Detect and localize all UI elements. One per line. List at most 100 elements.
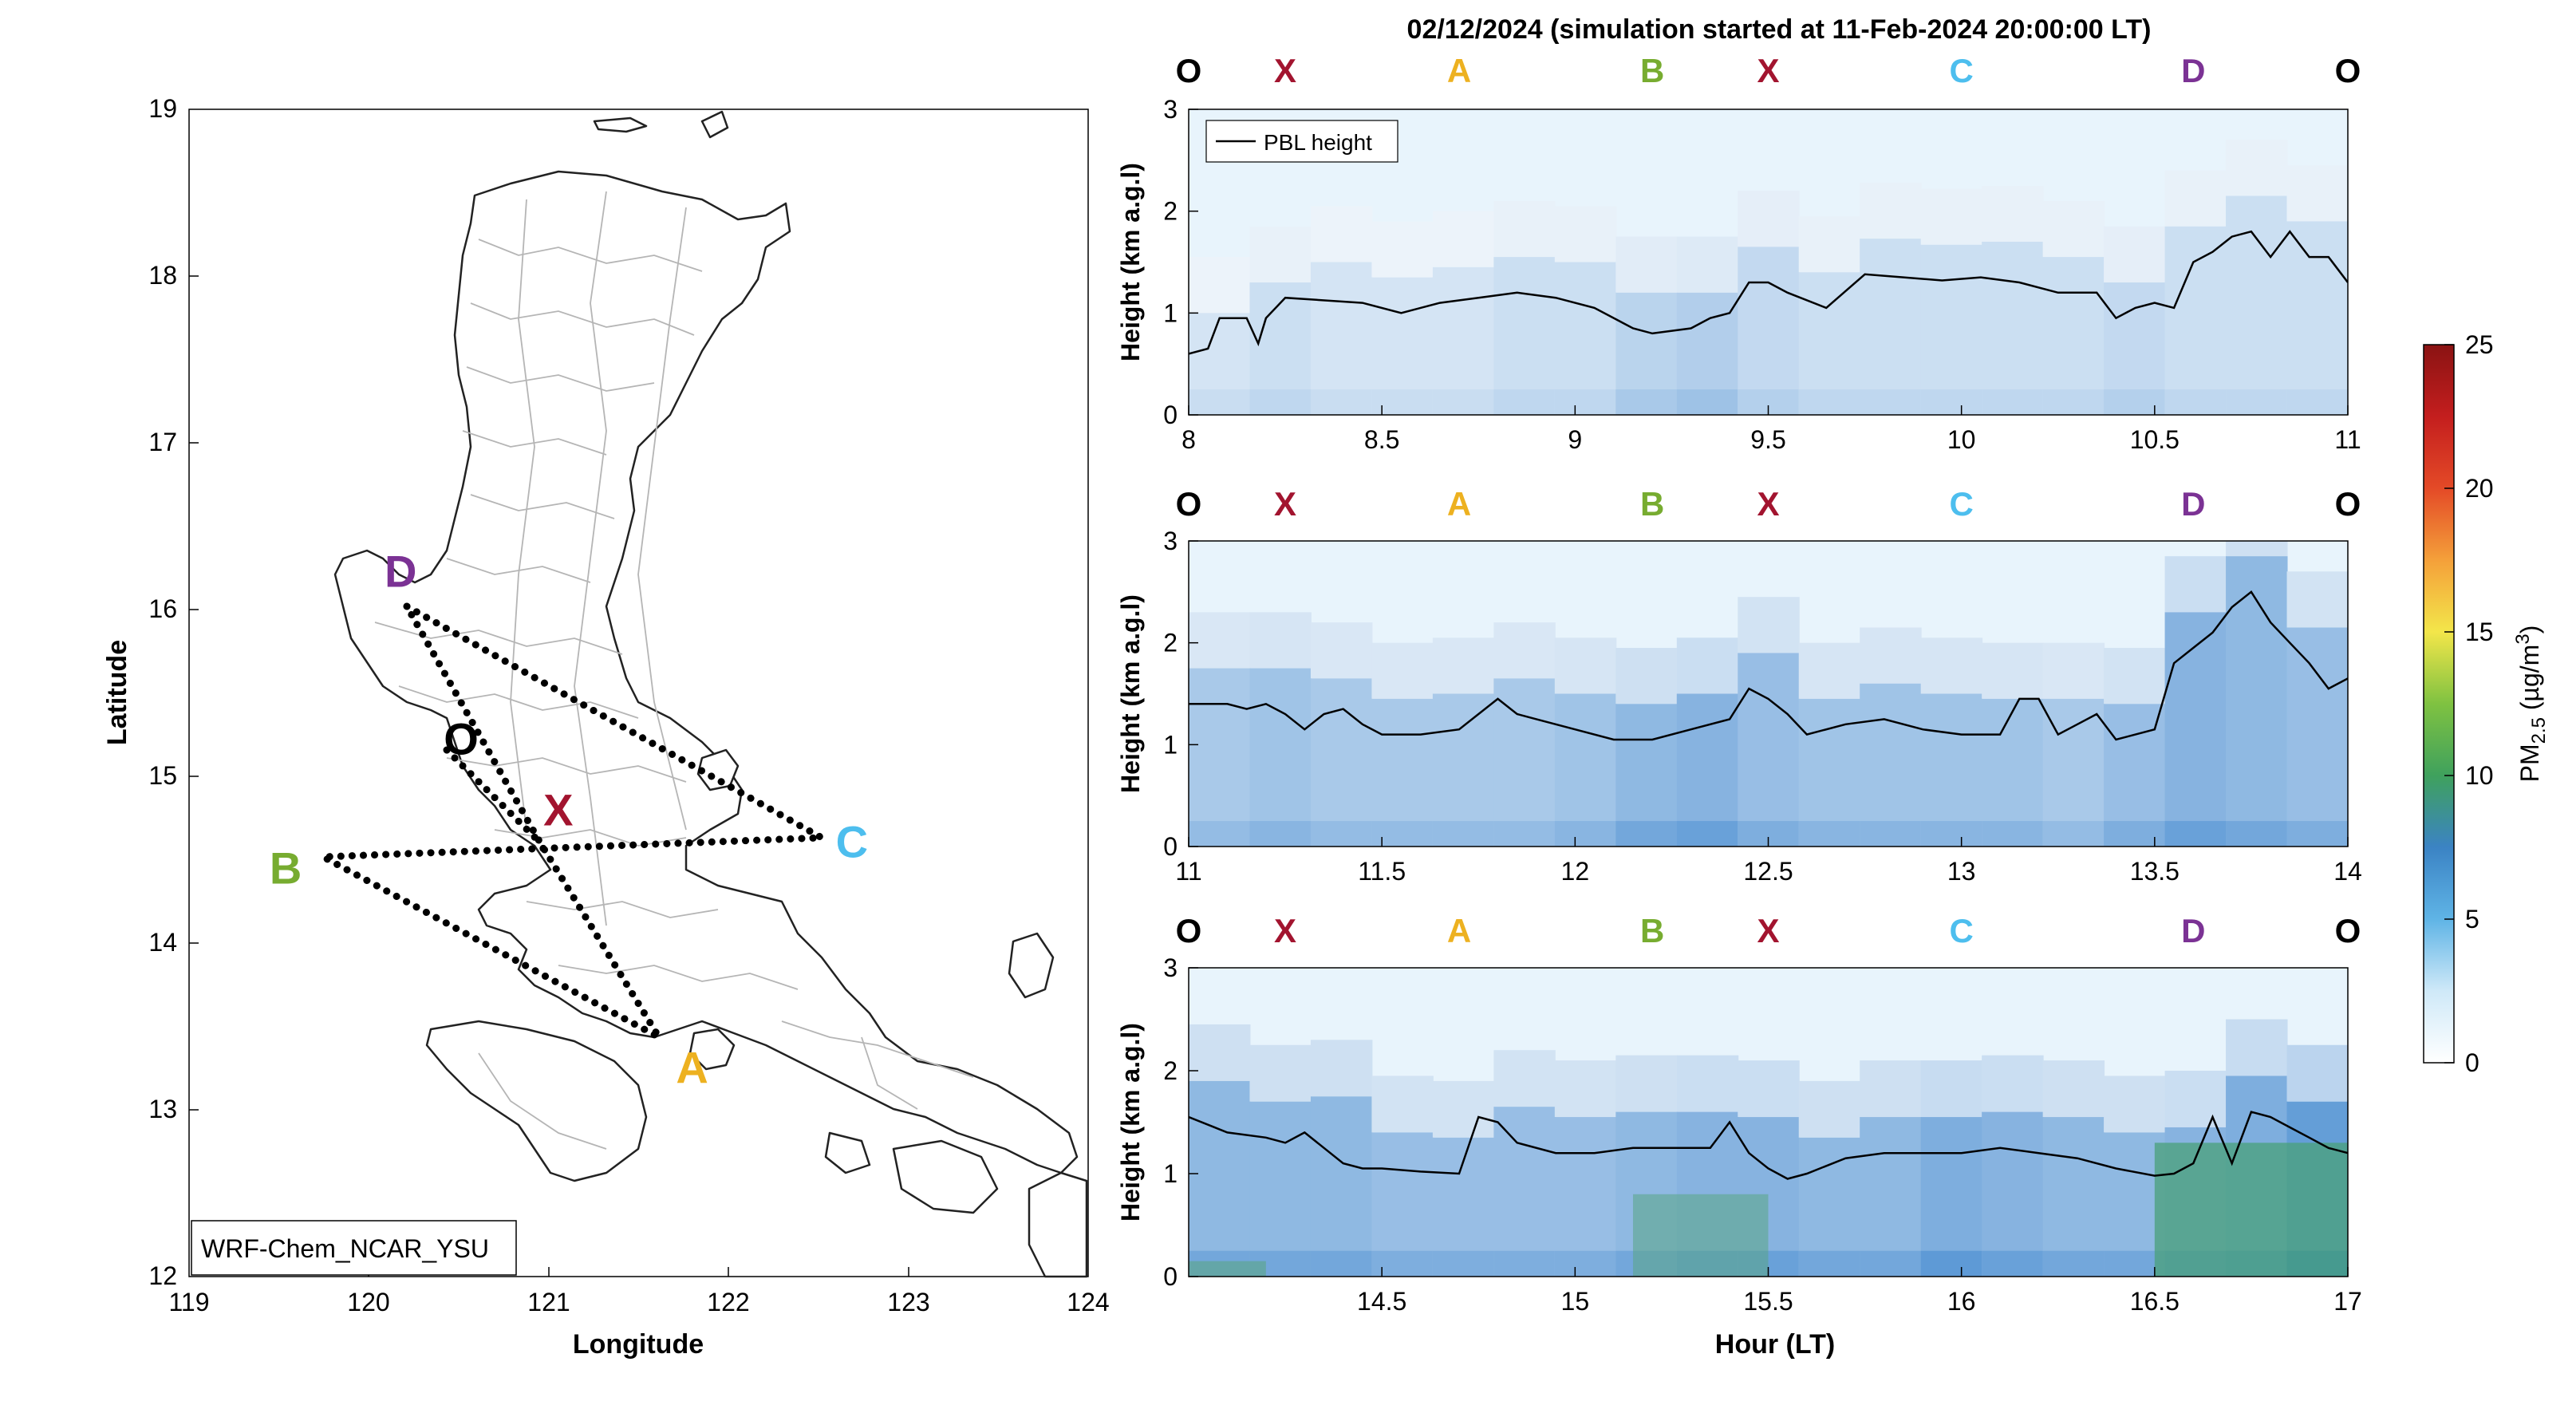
x-tick-label: 10.5 <box>2130 425 2180 454</box>
x-tick-label: 11 <box>2334 425 2361 454</box>
x-tick-label: 16 <box>1947 1287 1976 1316</box>
y-tick-label: 2 <box>1163 197 1178 226</box>
colorbar: 0 5 10 15 20 25 PM2.5 (µg/m3) <box>2423 330 2550 1077</box>
pm-cell-surface <box>1432 389 1495 415</box>
map-x-tick: 120 <box>347 1288 389 1316</box>
pm-cell-upper <box>1920 188 1983 245</box>
colorbar-ticks: 0 5 10 15 20 25 <box>2444 330 2494 1077</box>
route-label-o: O <box>1176 485 1202 523</box>
pm-cell-mixed-layer <box>1738 653 1800 847</box>
pm-cell-upper <box>1860 627 1922 684</box>
heatmap-panel-1: 8 8.5 9 9.5 10 10.5 11 0 1 2 3 Height (km a.g.l) O X A… <box>1116 52 2361 454</box>
pm-cell-upper <box>2104 1076 2166 1133</box>
pm-cell-mixed-layer <box>1310 678 1373 847</box>
route-label-o: O <box>2335 912 2361 949</box>
pm-cell-upper <box>1371 221 1434 278</box>
pm-cell-mixed-layer <box>1189 1080 1251 1277</box>
map-y-ticks: 12 13 14 15 16 17 18 19 <box>148 94 177 1290</box>
samar-coast <box>1028 1171 1088 1278</box>
map-x-tick: 121 <box>527 1288 570 1316</box>
pm-cell-upper <box>1432 637 1495 694</box>
pm-cell-mixed-layer <box>1920 1117 1983 1277</box>
pm-cell-surface <box>1432 821 1495 847</box>
pm-cell-upper <box>2164 556 2227 613</box>
pm-cell-mixed-layer <box>2286 627 2348 847</box>
pm-cell-mixed-layer <box>2164 612 2227 847</box>
pm-cell-upper <box>1371 1076 1434 1133</box>
y-axis-label: Height (km a.g.l) <box>1116 594 1145 793</box>
pm-cell-surface <box>1615 821 1678 847</box>
babuyan-island <box>700 110 729 139</box>
pm-cell-upper <box>2226 541 2288 557</box>
route-label-x: X <box>1274 485 1296 523</box>
map-admin-boundaries <box>374 191 974 1150</box>
pm-cell-upper <box>1615 648 1678 705</box>
route-label-o: O <box>1176 52 1202 89</box>
masbate-island <box>892 1139 999 1214</box>
pm-cell-surface <box>1493 1250 1556 1277</box>
route-label-x: X <box>1757 912 1779 949</box>
map-y-tick: 14 <box>148 928 177 957</box>
pm-cell-surface <box>2164 821 2227 847</box>
x-tick-label: 13.5 <box>2130 857 2180 886</box>
pm-cell-mixed-layer <box>1189 668 1251 847</box>
map-y-tick: 12 <box>148 1261 177 1290</box>
heatmap-panel-3: 14.5 15 15.5 16 16.5 17 0 1 2 3 Height (km a.g.l) O… <box>1116 912 2362 1316</box>
pm-cell-surface <box>1432 1250 1495 1277</box>
pm-cell-upper <box>1249 226 1312 283</box>
pm-cell-mixed-layer <box>2042 1117 2105 1277</box>
mindoro-island <box>425 1020 648 1182</box>
route-label-o: O <box>2335 485 2361 523</box>
pm-cell-upper <box>1798 216 1861 273</box>
pm-cell-upper <box>1493 1050 1556 1107</box>
pm-cell-upper <box>2286 1044 2348 1102</box>
map-x-tick: 123 <box>887 1288 929 1316</box>
pm-cell-upper <box>1310 622 1373 679</box>
pbl-height-line <box>1189 1111 2348 1180</box>
pm-cell-upper <box>1676 1055 1739 1112</box>
colorbar-tick-label: 20 <box>2465 474 2494 503</box>
pm-cell-surface <box>1371 389 1434 415</box>
x-tick-label: 15.5 <box>1743 1287 1793 1316</box>
pm-cell-upper <box>1860 1060 1922 1118</box>
pm-cell-upper <box>1554 1060 1617 1118</box>
pm-cell-upper <box>1432 211 1495 267</box>
burias-island <box>824 1131 871 1174</box>
pm-cell-upper <box>1249 1044 1312 1102</box>
y-tick-label: 0 <box>1163 401 1178 429</box>
map-y-tick: 19 <box>148 94 177 123</box>
pm-cell-upper <box>2286 165 2348 222</box>
pm-cell-upper <box>1310 206 1373 262</box>
route-label-a: A <box>1447 912 1471 949</box>
pm-cell-surface <box>2104 389 2166 415</box>
map-point-label-b: B <box>270 843 302 894</box>
pm-cell-surface <box>1982 821 2044 847</box>
pm-cell-upper <box>1189 1024 1251 1081</box>
pm-cell-upper <box>1554 637 1617 694</box>
pm-cell-upper <box>1615 236 1678 293</box>
map-point-label-d: D <box>385 547 416 597</box>
pm-field <box>1189 541 2348 847</box>
pm-cell-mixed-layer <box>1860 683 1922 847</box>
pm-high-region <box>1632 1194 1769 1277</box>
pm-cell-upper <box>1982 185 2044 242</box>
pm-cell-mixed-layer <box>2226 195 2288 415</box>
legend-label: PBL height <box>1264 130 1372 155</box>
map-y-tick: 16 <box>148 594 177 623</box>
route-label-o: O <box>2335 52 2361 89</box>
map-x-tick: 124 <box>1067 1288 1109 1316</box>
map-x-tick: 122 <box>707 1288 749 1316</box>
colorbar-tick-label: 25 <box>2465 330 2494 359</box>
route-label-o: O <box>1176 912 1202 949</box>
pm-cell-mixed-layer <box>2042 257 2105 415</box>
y-tick-label: 3 <box>1163 95 1178 124</box>
pm-cell-upper <box>2042 200 2105 258</box>
pm-cell-surface <box>2042 389 2105 415</box>
route-label-b: B <box>1640 485 1664 523</box>
pm-cell-upper <box>2226 1019 2288 1076</box>
pm-cell-mixed-layer <box>1310 1096 1373 1277</box>
pm-cell-upper <box>1189 612 1251 669</box>
route-label-a: A <box>1447 485 1471 523</box>
